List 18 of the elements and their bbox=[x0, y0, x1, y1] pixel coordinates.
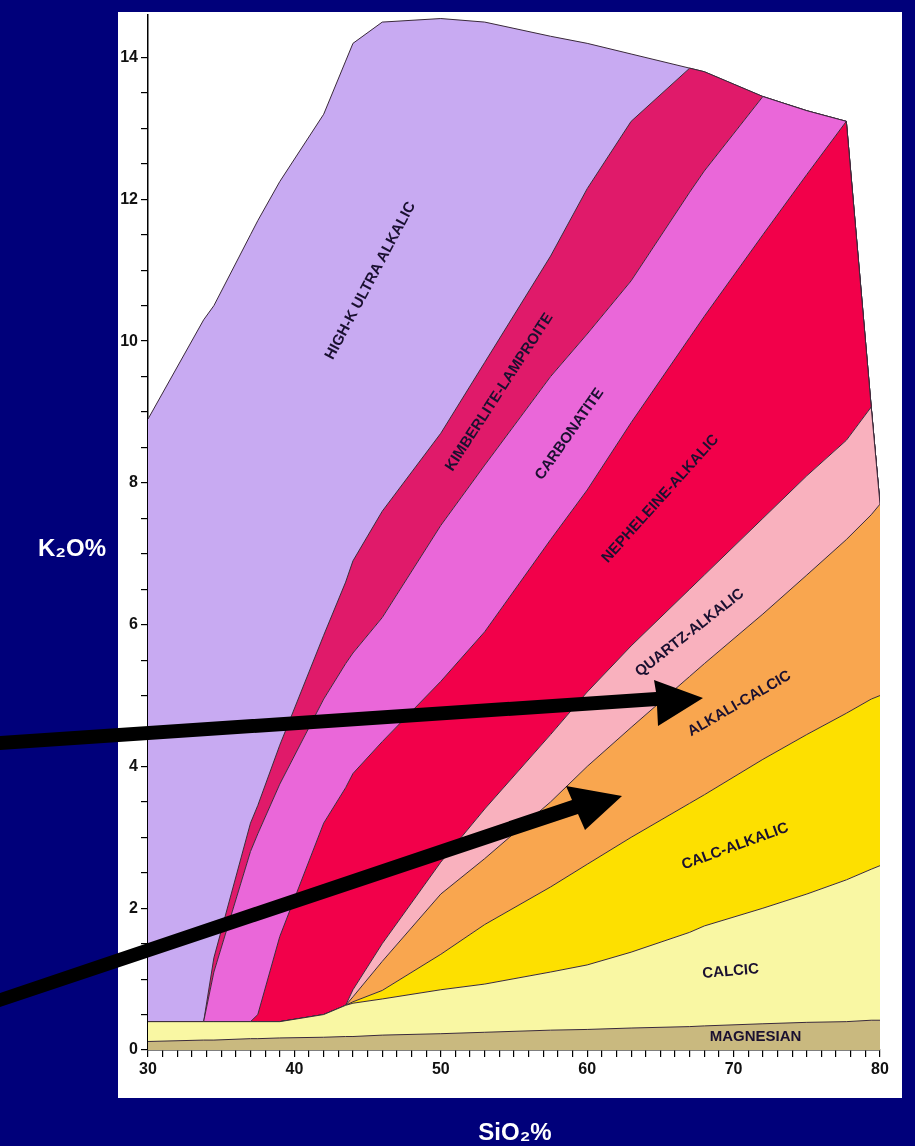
series-label: CALCIC bbox=[701, 959, 760, 982]
y-axis-title: K₂O% bbox=[38, 534, 107, 562]
y-tick-label: 14 bbox=[120, 47, 139, 65]
series-label: MAGNESIAN bbox=[709, 1027, 802, 1045]
x-tick-label: 30 bbox=[139, 1060, 157, 1078]
x-tick-label: 40 bbox=[285, 1060, 304, 1078]
y-tick-label: 6 bbox=[129, 615, 139, 633]
y-tick-label: 12 bbox=[120, 189, 139, 207]
x-tick-label: 70 bbox=[724, 1060, 743, 1078]
x-tick-label: 50 bbox=[431, 1060, 450, 1078]
y-tick-label: 0 bbox=[129, 1040, 139, 1058]
x-tick-label: 80 bbox=[871, 1060, 889, 1078]
y-tick-label: 10 bbox=[120, 331, 139, 349]
y-tick-label: 8 bbox=[129, 473, 139, 491]
y-tick-label: 2 bbox=[129, 898, 139, 916]
x-tick-label: 60 bbox=[578, 1060, 597, 1078]
x-axis-title: SiO₂% bbox=[477, 1118, 553, 1146]
y-tick-label: 4 bbox=[129, 756, 139, 774]
